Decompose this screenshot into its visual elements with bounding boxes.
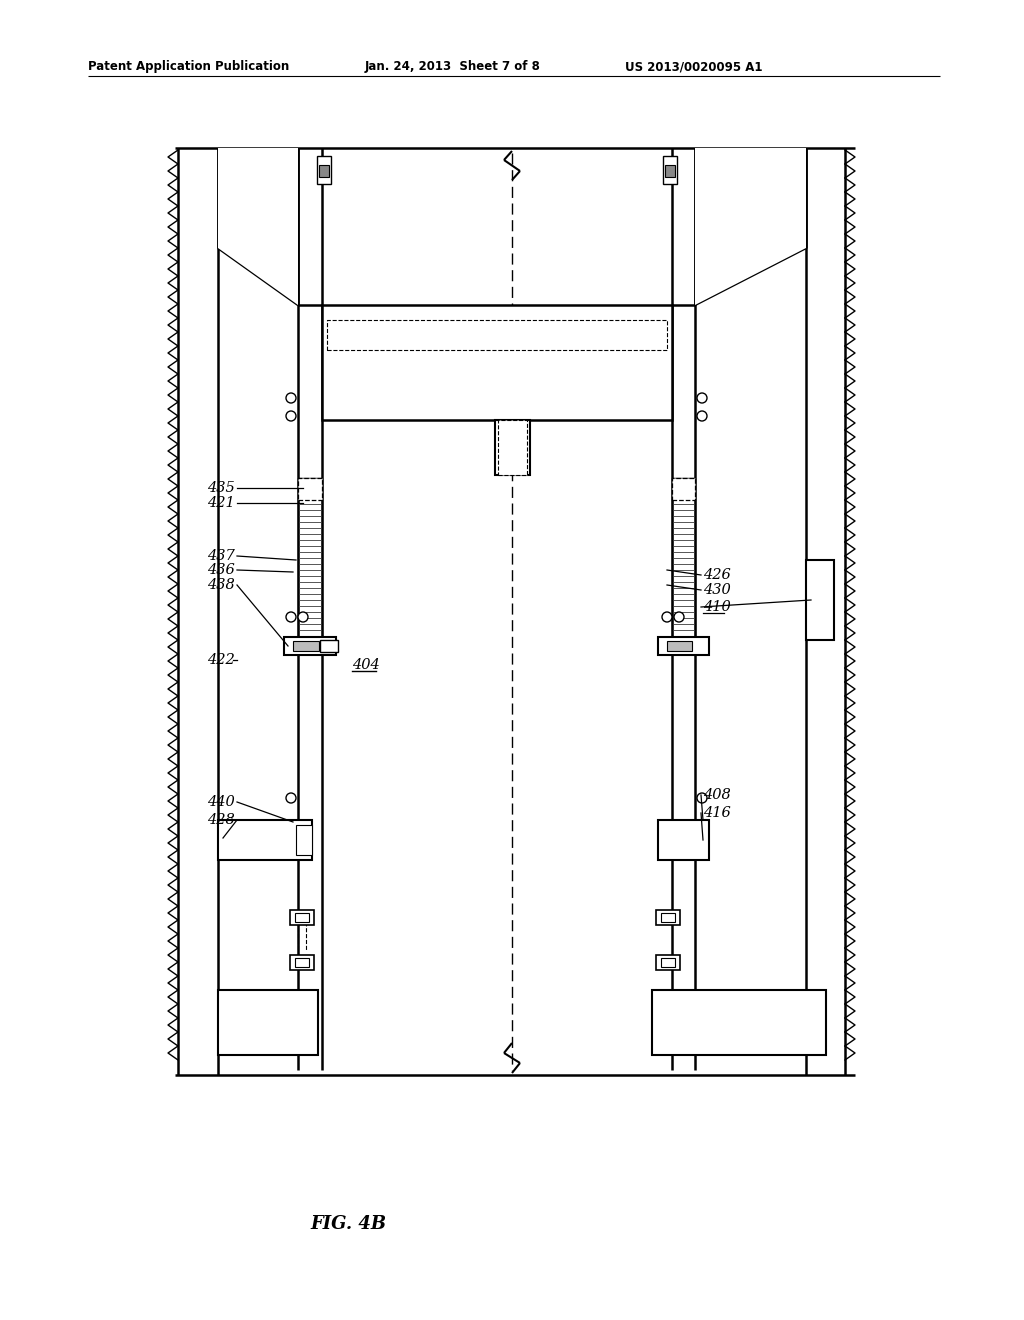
Bar bbox=[296, 825, 312, 855]
Text: 436: 436 bbox=[207, 564, 234, 577]
Bar bbox=[298, 478, 322, 500]
Bar bbox=[322, 305, 672, 420]
Bar bbox=[327, 319, 667, 350]
Bar bbox=[298, 478, 322, 645]
Text: 435: 435 bbox=[207, 480, 234, 495]
Bar bbox=[665, 165, 675, 177]
Bar bbox=[806, 560, 834, 640]
Text: 408: 408 bbox=[703, 788, 731, 803]
Circle shape bbox=[697, 793, 707, 803]
Bar bbox=[656, 954, 680, 970]
Bar bbox=[290, 954, 314, 970]
Text: 440: 440 bbox=[207, 795, 234, 809]
Bar bbox=[672, 478, 695, 500]
Circle shape bbox=[697, 393, 707, 403]
Text: FIG. 4B: FIG. 4B bbox=[310, 1214, 386, 1233]
Text: 421: 421 bbox=[207, 496, 234, 510]
Bar bbox=[658, 638, 709, 655]
Bar bbox=[218, 820, 312, 861]
Bar bbox=[672, 478, 695, 645]
Text: 416: 416 bbox=[703, 807, 731, 820]
Text: 438: 438 bbox=[207, 578, 234, 591]
Bar bbox=[317, 156, 331, 183]
Bar bbox=[293, 642, 319, 651]
Bar bbox=[319, 640, 338, 652]
Text: US 2013/0020095 A1: US 2013/0020095 A1 bbox=[625, 59, 763, 73]
Circle shape bbox=[286, 393, 296, 403]
Text: 422: 422 bbox=[207, 653, 234, 667]
Bar bbox=[667, 642, 692, 651]
Polygon shape bbox=[695, 148, 806, 305]
Circle shape bbox=[286, 612, 296, 622]
Text: Patent Application Publication: Patent Application Publication bbox=[88, 59, 289, 73]
Bar bbox=[662, 913, 675, 921]
Bar bbox=[290, 909, 314, 925]
Polygon shape bbox=[218, 148, 298, 305]
Bar bbox=[498, 420, 527, 475]
Circle shape bbox=[286, 793, 296, 803]
Circle shape bbox=[662, 612, 672, 622]
Bar bbox=[652, 990, 826, 1055]
Text: 426: 426 bbox=[703, 568, 731, 582]
Text: 410: 410 bbox=[703, 601, 731, 614]
Bar bbox=[295, 958, 309, 968]
Bar bbox=[284, 638, 336, 655]
Bar bbox=[658, 820, 709, 861]
Text: Jan. 24, 2013  Sheet 7 of 8: Jan. 24, 2013 Sheet 7 of 8 bbox=[365, 59, 541, 73]
Bar bbox=[656, 909, 680, 925]
Text: 437: 437 bbox=[207, 549, 234, 564]
Bar bbox=[663, 156, 677, 183]
Bar bbox=[319, 165, 329, 177]
Text: 428: 428 bbox=[207, 813, 234, 828]
Circle shape bbox=[298, 612, 308, 622]
Circle shape bbox=[674, 612, 684, 622]
Text: 404: 404 bbox=[352, 657, 380, 672]
Text: 430: 430 bbox=[703, 583, 731, 597]
Circle shape bbox=[697, 411, 707, 421]
Bar bbox=[295, 913, 309, 921]
Bar bbox=[662, 958, 675, 968]
Bar bbox=[218, 990, 318, 1055]
Circle shape bbox=[286, 411, 296, 421]
Bar bbox=[495, 420, 530, 475]
